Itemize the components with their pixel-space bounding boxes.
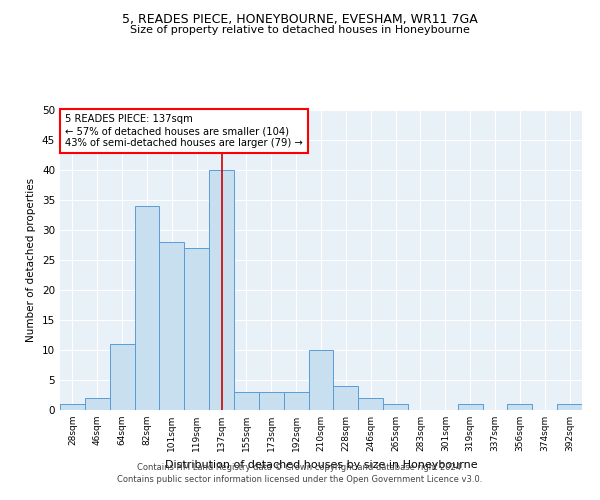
Bar	[209, 170, 234, 410]
Bar	[60, 404, 85, 410]
Bar	[110, 344, 134, 410]
Bar	[383, 404, 408, 410]
Bar	[458, 404, 482, 410]
X-axis label: Distribution of detached houses by size in Honeybourne: Distribution of detached houses by size …	[164, 460, 478, 469]
Bar	[508, 404, 532, 410]
Bar	[259, 392, 284, 410]
Bar	[557, 404, 582, 410]
Text: 5, READES PIECE, HONEYBOURNE, EVESHAM, WR11 7GA: 5, READES PIECE, HONEYBOURNE, EVESHAM, W…	[122, 12, 478, 26]
Text: Contains HM Land Registry data © Crown copyright and database right 2024.: Contains HM Land Registry data © Crown c…	[137, 464, 463, 472]
Bar	[334, 386, 358, 410]
Bar	[134, 206, 160, 410]
Bar	[284, 392, 308, 410]
Bar	[308, 350, 334, 410]
Bar	[184, 248, 209, 410]
Text: Contains public sector information licensed under the Open Government Licence v3: Contains public sector information licen…	[118, 475, 482, 484]
Bar	[160, 242, 184, 410]
Bar	[234, 392, 259, 410]
Bar	[85, 398, 110, 410]
Text: Size of property relative to detached houses in Honeybourne: Size of property relative to detached ho…	[130, 25, 470, 35]
Text: 5 READES PIECE: 137sqm
← 57% of detached houses are smaller (104)
43% of semi-de: 5 READES PIECE: 137sqm ← 57% of detached…	[65, 114, 303, 148]
Bar	[358, 398, 383, 410]
Y-axis label: Number of detached properties: Number of detached properties	[26, 178, 37, 342]
